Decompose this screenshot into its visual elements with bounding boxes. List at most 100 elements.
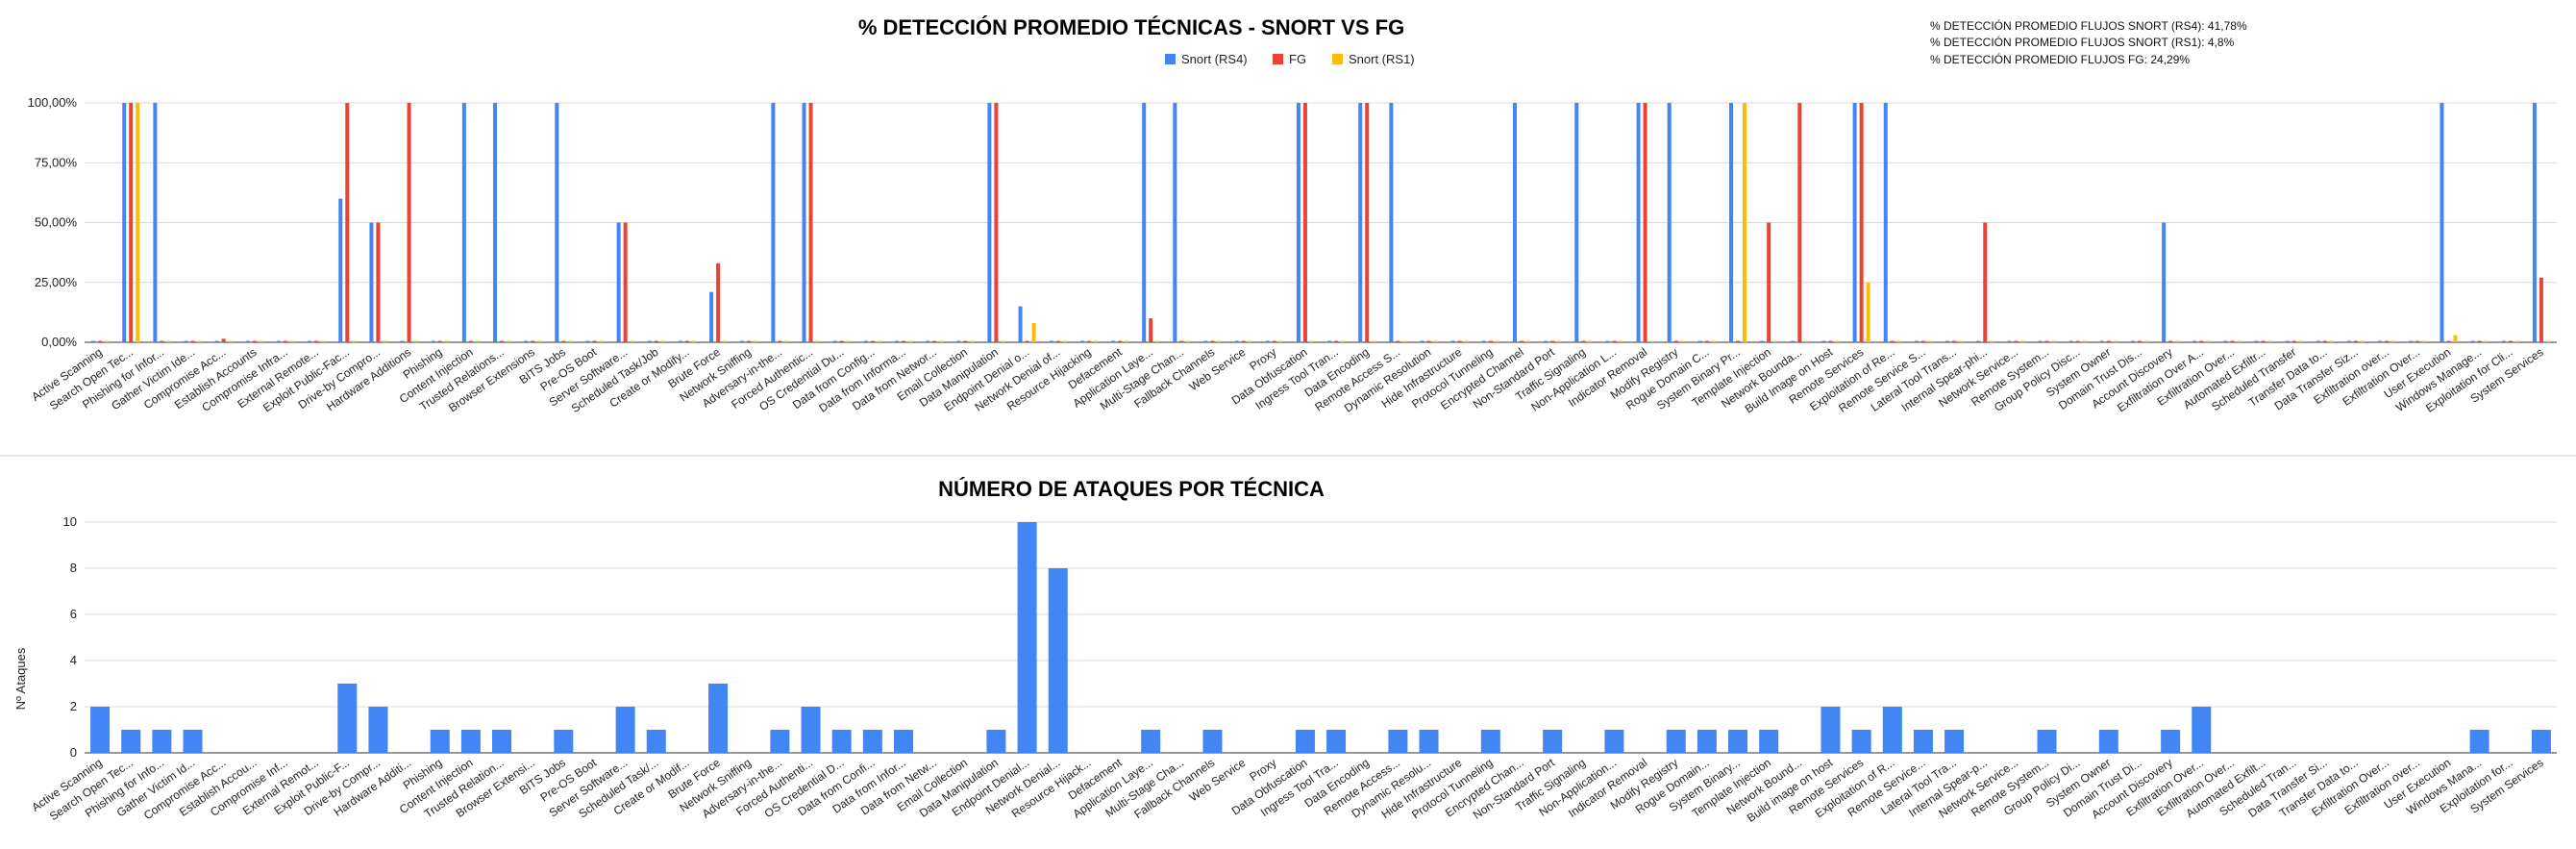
bar (1302, 103, 1307, 342)
bar (1959, 340, 1964, 342)
bar (1649, 340, 1654, 342)
bar (2354, 340, 2359, 342)
bar (136, 103, 140, 342)
bar (654, 340, 658, 342)
bar (2532, 103, 2537, 342)
bar (1388, 730, 1408, 753)
bar (1914, 340, 1919, 342)
bar (2446, 340, 2451, 342)
bar (1296, 103, 1300, 342)
bar (500, 340, 505, 342)
bar (2199, 340, 2204, 342)
bar (2082, 340, 2087, 342)
bar (1550, 340, 1555, 342)
bar (970, 340, 975, 342)
bar (1149, 318, 1153, 342)
attacks-chart-bars (90, 522, 2551, 753)
bar (2206, 340, 2211, 342)
bar (1433, 340, 1438, 342)
bar (1859, 103, 1864, 342)
bar (1334, 340, 1339, 342)
bar (831, 730, 852, 753)
bar (1945, 340, 1950, 342)
bar (2175, 340, 2180, 342)
bar (1544, 340, 1548, 342)
bar (1118, 340, 1123, 342)
bar (2347, 340, 2352, 342)
bar (1729, 103, 1734, 342)
bar (2106, 340, 2111, 342)
bar (723, 340, 728, 342)
bar (1202, 730, 1223, 753)
bar (2044, 340, 2049, 342)
bar (1086, 340, 1091, 342)
bar (2469, 730, 2489, 753)
bar (846, 340, 851, 342)
bar (2385, 340, 2390, 342)
bar (2020, 340, 2025, 342)
bar (1049, 340, 1053, 342)
bar (939, 340, 944, 342)
bar (1588, 340, 1593, 342)
bar (1697, 730, 1717, 753)
bar (691, 340, 696, 342)
bar (623, 222, 628, 342)
bar (1093, 340, 1098, 342)
summary-note-snort-rs4: % DETECCIÓN PROMEDIO FLUJOS SNORT (RS4):… (1930, 18, 2247, 33)
bar (90, 707, 111, 753)
bar (1804, 340, 1809, 342)
bar (839, 340, 844, 342)
bar (437, 340, 442, 342)
y-tick-label: 0,00% (41, 335, 77, 349)
bar (1927, 340, 1932, 342)
bar (468, 340, 473, 342)
bar (2261, 340, 2266, 342)
legend-swatch-fg (1273, 54, 1283, 64)
bar (2378, 340, 2383, 342)
bar (2514, 340, 2519, 342)
bar (2098, 730, 2118, 753)
bar (801, 707, 821, 753)
bar (1680, 340, 1685, 342)
bar (308, 340, 312, 342)
y-tick-label: 2 (70, 699, 77, 713)
bar (400, 340, 405, 342)
bar (2254, 340, 2259, 342)
bar (1001, 340, 1005, 342)
bar (1025, 340, 1029, 342)
bar (1481, 340, 1486, 342)
bar (2051, 340, 2056, 342)
bar (808, 103, 813, 342)
bar (430, 730, 450, 753)
bar (1186, 340, 1191, 342)
bar (2130, 340, 2135, 342)
bar (2113, 340, 2118, 342)
bar (1791, 340, 1796, 342)
bar (1017, 522, 1037, 753)
bar (2477, 340, 2482, 342)
bar (1643, 103, 1647, 342)
detection-chart-title: % DETECCIÓN PROMEDIO TÉCNICAS - SNORT VS… (858, 15, 1404, 39)
bar (1890, 340, 1895, 342)
bar (716, 262, 721, 342)
bar (2391, 340, 2396, 342)
bar (2143, 340, 2148, 342)
bar (1358, 103, 1363, 342)
bar (1055, 340, 1060, 342)
bar (2539, 277, 2543, 342)
bar (1420, 340, 1424, 342)
bar (740, 340, 745, 342)
bar (1031, 323, 1036, 342)
bar (1125, 340, 1129, 342)
bar (708, 684, 729, 753)
attacks-chart: NÚMERO DE ATAQUES POR TÉCNICA Nº Ataques… (13, 477, 2557, 825)
bar (986, 730, 1006, 753)
bar (1450, 340, 1455, 342)
bar (1372, 340, 1376, 342)
bar (1018, 306, 1023, 342)
bar (1295, 730, 1315, 753)
bar (2223, 340, 2228, 342)
bar (228, 340, 233, 342)
bar (646, 730, 666, 753)
